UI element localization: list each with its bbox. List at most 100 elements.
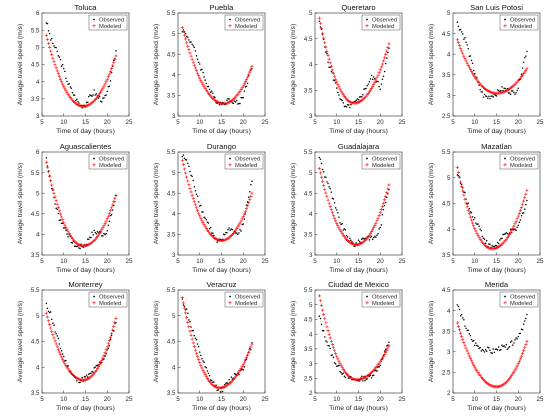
y-axis-label: Average travel speed (m/s) [428, 24, 435, 105]
modeled-point [105, 77, 109, 81]
observed-point [480, 350, 483, 352]
y-tick-label: 5.5 [304, 287, 313, 294]
observed-point [242, 369, 244, 371]
modeled-point [334, 219, 338, 223]
modeled-point [379, 65, 383, 69]
observed-point [226, 382, 228, 384]
observed-point [460, 183, 463, 186]
modeled-point [180, 296, 184, 300]
observed-point [66, 80, 68, 83]
observed-point [501, 86, 503, 88]
modeled-point [509, 230, 513, 234]
modeled-point [187, 325, 191, 329]
observed-point [57, 212, 60, 215]
panel-aguascalientes: 5 10 15 20 25 3.5 4 4.5 5 5.5 6 Aguascalientes Time … [17, 142, 133, 274]
observed-point [109, 338, 112, 341]
y-tick-label: 4 [172, 72, 176, 79]
modeled-point [111, 203, 115, 207]
x-tick-label: 15 [82, 258, 89, 265]
modeled-point [197, 358, 201, 362]
modeled-point [328, 205, 332, 209]
legend-observed-label: Observed [235, 157, 260, 163]
observed-point [468, 207, 471, 210]
observed-point [495, 244, 498, 247]
observed-point [51, 318, 53, 320]
observed-point [194, 50, 197, 52]
modeled-point [478, 237, 482, 241]
modeled-point [244, 77, 249, 82]
observed-point [494, 94, 497, 96]
modeled-point [66, 230, 70, 234]
observed-point [331, 354, 334, 356]
modeled-point [514, 366, 518, 370]
observed-point [98, 95, 101, 98]
observed-point [53, 324, 55, 326]
observed-point [251, 180, 253, 182]
observed-point [333, 362, 336, 364]
modeled-point [188, 186, 192, 191]
observed-point [58, 56, 61, 58]
observed-point [110, 213, 113, 216]
observed-point [235, 232, 238, 234]
modeled-point [466, 351, 470, 356]
modeled-point [327, 332, 331, 337]
modeled-point [521, 202, 525, 206]
observed-point [92, 94, 94, 96]
y-tick-label: 3.5 [442, 252, 451, 259]
observed-point [510, 90, 513, 92]
modeled-point [200, 80, 204, 85]
observed-point [320, 162, 323, 165]
y-tick-label: 4 [447, 226, 451, 233]
modeled-point [511, 226, 515, 230]
observed-point [513, 91, 515, 94]
observed-point [188, 165, 190, 167]
modeled-point [373, 223, 377, 228]
modeled-point [381, 59, 386, 63]
observed-point [325, 176, 327, 178]
modeled-point [199, 216, 203, 220]
y-tick-label: 5 [309, 302, 313, 309]
legend-box [499, 14, 539, 31]
legend-box [88, 291, 128, 308]
observed-point [205, 218, 208, 221]
observed-point [241, 96, 243, 99]
x-tick-label: 5 [451, 258, 455, 265]
legend-modeled-label: Modeled [510, 163, 532, 169]
x-tick-label: 25 [537, 258, 544, 265]
x-tick-label: 15 [355, 258, 362, 265]
modeled-point [506, 234, 511, 238]
observed-point [464, 325, 466, 327]
x-tick-label: 5 [176, 119, 180, 126]
observed-point [230, 376, 233, 378]
modeled-point [515, 364, 519, 368]
observed-point [193, 46, 196, 49]
modeled-point [100, 228, 104, 232]
modeled-point [114, 54, 118, 58]
observed-point [525, 55, 527, 57]
modeled-point [100, 88, 104, 92]
modeled-point [201, 82, 205, 87]
observed-point [249, 191, 251, 193]
modeled-point [185, 175, 189, 179]
modeled-point [113, 57, 117, 61]
modeled-point [182, 306, 187, 310]
observed-point [327, 61, 329, 63]
observed-point [328, 186, 330, 188]
panel-title: Monterrey [68, 280, 102, 289]
observed-point [86, 238, 89, 240]
panel-title: Merida [485, 280, 509, 289]
legend-observed-marker [504, 18, 506, 21]
modeled-point [59, 355, 64, 359]
observed-point [237, 233, 239, 236]
observed-point [108, 220, 111, 223]
modeled-point [469, 69, 474, 74]
observed-point [378, 228, 380, 230]
x-tick-label: 15 [218, 396, 225, 403]
modeled-point [98, 363, 102, 367]
modeled-point [337, 359, 341, 363]
observed-point [482, 349, 485, 352]
modeled-point [100, 358, 104, 362]
modeled-point [247, 201, 251, 205]
observed-point [328, 66, 330, 68]
